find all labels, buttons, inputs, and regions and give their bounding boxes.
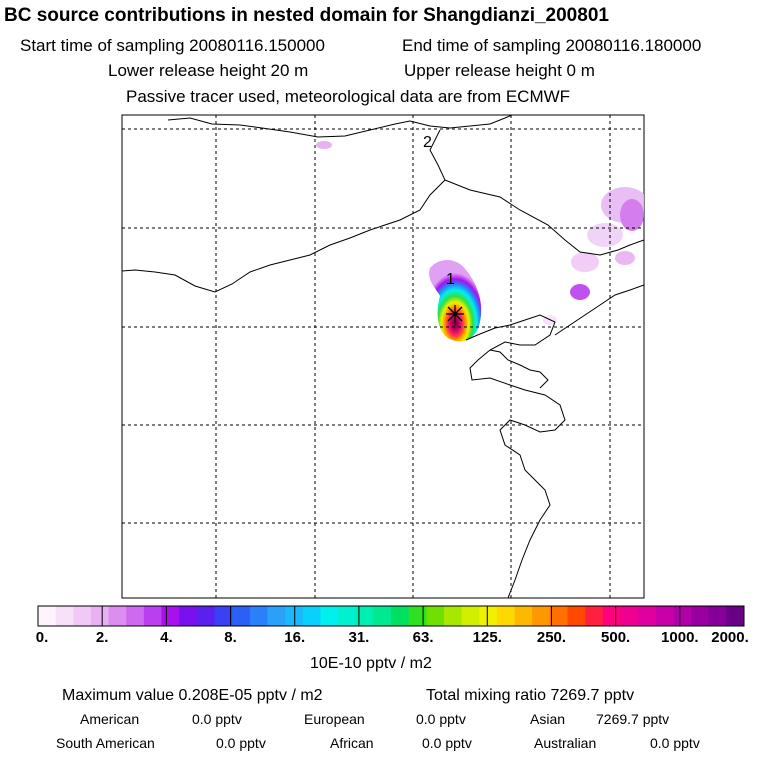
colorbar-tick-label: 63.: [412, 629, 434, 646]
colorbar-swatch: [285, 606, 304, 626]
colorbar-tick-label: 2.: [95, 629, 109, 646]
region-value-american: 0.0 pptv: [192, 711, 242, 727]
region-value-asian: 7269.7 pptv: [596, 711, 670, 727]
map-frame: [121, 114, 645, 599]
colorbar-tick-label: 500.: [601, 629, 631, 646]
lat-lon-grid: [122, 115, 644, 598]
region-name-asian: Asian: [530, 711, 566, 727]
colorbar-units: 10E-10 pptv / m2: [310, 655, 432, 672]
colorbar-swatch: [638, 606, 657, 626]
colorbar-swatch: [549, 606, 568, 626]
colorbar-swatch: [73, 606, 92, 626]
region-value-australian: 0.0 pptv: [650, 735, 700, 751]
colorbar-swatch: [302, 606, 321, 626]
receptor-star-icon: [446, 305, 464, 323]
colorbar-swatch: [126, 606, 145, 626]
colorbar-swatch: [496, 606, 515, 626]
colorbar-tick-label: 16.: [284, 629, 306, 646]
region-value-african: 0.0 pptv: [422, 735, 472, 751]
region-value-south-american: 0.0 pptv: [216, 735, 266, 751]
colorbar-swatch: [249, 606, 268, 626]
main-plume: [429, 259, 482, 342]
upper-release-height: Upper release height 0 m: [404, 61, 595, 80]
colorbar-swatch: [320, 606, 339, 626]
marker-label-2: 2: [423, 134, 432, 151]
colorbar-swatch: [108, 606, 127, 626]
region-name-european: European: [304, 711, 365, 727]
ne-plume-patches: [543, 187, 644, 325]
colorbar-swatch: [532, 606, 551, 626]
colorbar-tick-label: 8.: [224, 629, 237, 646]
colorbar-swatch: [161, 606, 180, 626]
region-name-australian: Australian: [534, 735, 597, 751]
colorbar-tick-label: 0.: [35, 629, 49, 646]
colorbar-swatch: [355, 606, 374, 626]
region-name-south-american: South American: [56, 735, 155, 751]
colorbar-swatch: [567, 606, 586, 626]
total-mixing-ratio: Total mixing ratio 7269.7 pptv: [426, 687, 635, 704]
colorbar-swatch: [585, 606, 604, 626]
colorbar-tick-label: 250.: [536, 629, 567, 646]
sampling-start-time: Start time of sampling 20080116.150000: [20, 36, 325, 55]
colorbar-swatch: [373, 606, 392, 626]
colorbar-swatch: [232, 606, 251, 626]
colorbar-swatch: [461, 606, 480, 626]
colorbar-tick-label: 4.: [160, 629, 173, 646]
colorbar-tick-label: 1000.: [661, 629, 699, 646]
region-value-european: 0.0 pptv: [416, 711, 466, 727]
map-content: [122, 115, 644, 598]
region-name-african: African: [330, 735, 374, 751]
max-value: Maximum value 0.208E-05 pptv / m2: [62, 687, 323, 704]
colorbar-swatch: [620, 606, 639, 626]
colorbar-swatch: [179, 606, 198, 626]
colorbar-swatch: [214, 606, 233, 626]
north-plume-patch: [316, 141, 332, 149]
sampling-end-time: End time of sampling 20080116.180000: [402, 36, 702, 55]
colorbar-tick-label: 125.: [472, 629, 502, 646]
colorbar-swatch: [38, 606, 57, 626]
colorbar-swatch: [726, 606, 745, 626]
coastlines: [122, 115, 644, 598]
colorbar-frame: [37, 605, 745, 627]
colorbar-swatch: [655, 606, 674, 626]
colorbar-swatch: [514, 606, 533, 626]
colorbar-swatch: [602, 606, 621, 626]
colorbar-swatch: [426, 606, 445, 626]
colorbar: [37, 605, 745, 627]
lower-release-height: Lower release height 20 m: [108, 61, 309, 80]
region-name-american: American: [80, 711, 140, 727]
colorbar-swatch: [143, 606, 162, 626]
colorbar-swatch: [90, 606, 109, 626]
map-title: BC source contributions in nested domain…: [4, 5, 609, 26]
tracer-note: Passive tracer used, meteorological data…: [126, 87, 571, 106]
colorbar-swatch: [55, 606, 74, 626]
colorbar-tick-label: 2000.: [711, 629, 749, 646]
colorbar-swatch: [691, 606, 710, 626]
colorbar-swatch: [479, 606, 498, 626]
colorbar-swatch: [443, 606, 462, 626]
marker-label-1: 1: [446, 271, 455, 288]
colorbar-swatch: [408, 606, 427, 626]
colorbar-swatch: [338, 606, 357, 626]
colorbar-swatch: [708, 606, 727, 626]
colorbar-tick-label: 31.: [348, 629, 370, 646]
colorbar-swatch: [673, 606, 692, 626]
colorbar-swatch: [196, 606, 215, 626]
colorbar-swatch: [391, 606, 410, 626]
colorbar-swatch: [267, 606, 286, 626]
